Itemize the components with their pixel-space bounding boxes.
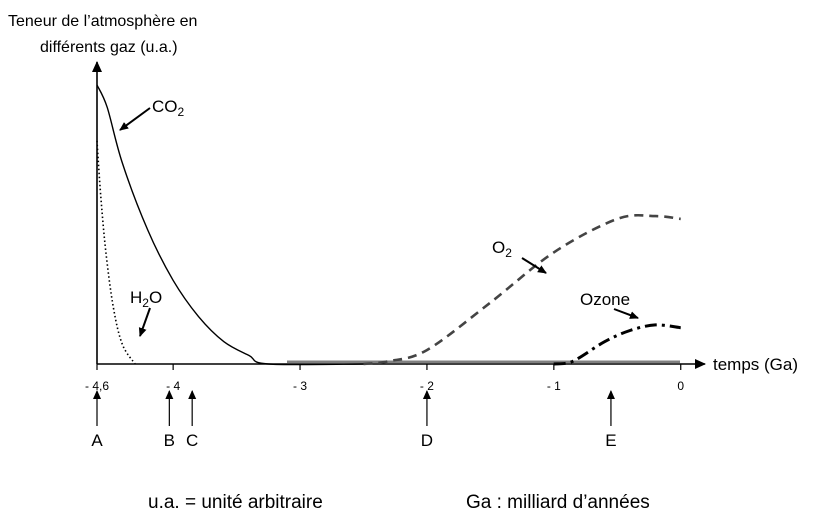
x-tick-label: - 3 (293, 379, 307, 393)
marker-label-c: C (186, 431, 198, 450)
series-label-ozone: Ozone (580, 290, 630, 309)
series-label-h2o: H2O (130, 288, 162, 310)
series-arrow-co2 (119, 107, 151, 131)
series-arrow-ozone (613, 308, 639, 319)
marker-label-b: B (164, 431, 175, 450)
series-line-co2 (96, 84, 364, 366)
series-line-ozone (553, 323, 681, 366)
marker-label-e: E (605, 431, 616, 450)
marker-label-d: D (421, 431, 433, 450)
series-line-h2o (96, 140, 136, 365)
series-line-o2 (363, 213, 681, 366)
series-label-co2: CO2 (152, 97, 185, 119)
x-axis-label: temps (Ga) (713, 355, 798, 374)
marker-label-a: A (91, 431, 103, 450)
series-arrow-o2 (521, 257, 547, 274)
footnote-time: Ga : milliard d’années (466, 492, 650, 513)
y-axis-label-line1: Teneur de l’atmosphère en (8, 13, 197, 30)
y-axis-label-line2: différents gaz (u.a.) (40, 39, 178, 56)
x-tick-label: - 4,6 (85, 379, 109, 393)
x-tick-label: - 2 (420, 379, 434, 393)
series-label-o2: O2 (492, 238, 512, 260)
x-tick-label: - 1 (547, 379, 561, 393)
x-tick-label: - 4 (166, 379, 180, 393)
x-tick-label: 0 (677, 379, 684, 393)
series-arrow-h2o (138, 307, 151, 337)
footnote-unit: u.a. = unité arbitraire (148, 492, 323, 513)
